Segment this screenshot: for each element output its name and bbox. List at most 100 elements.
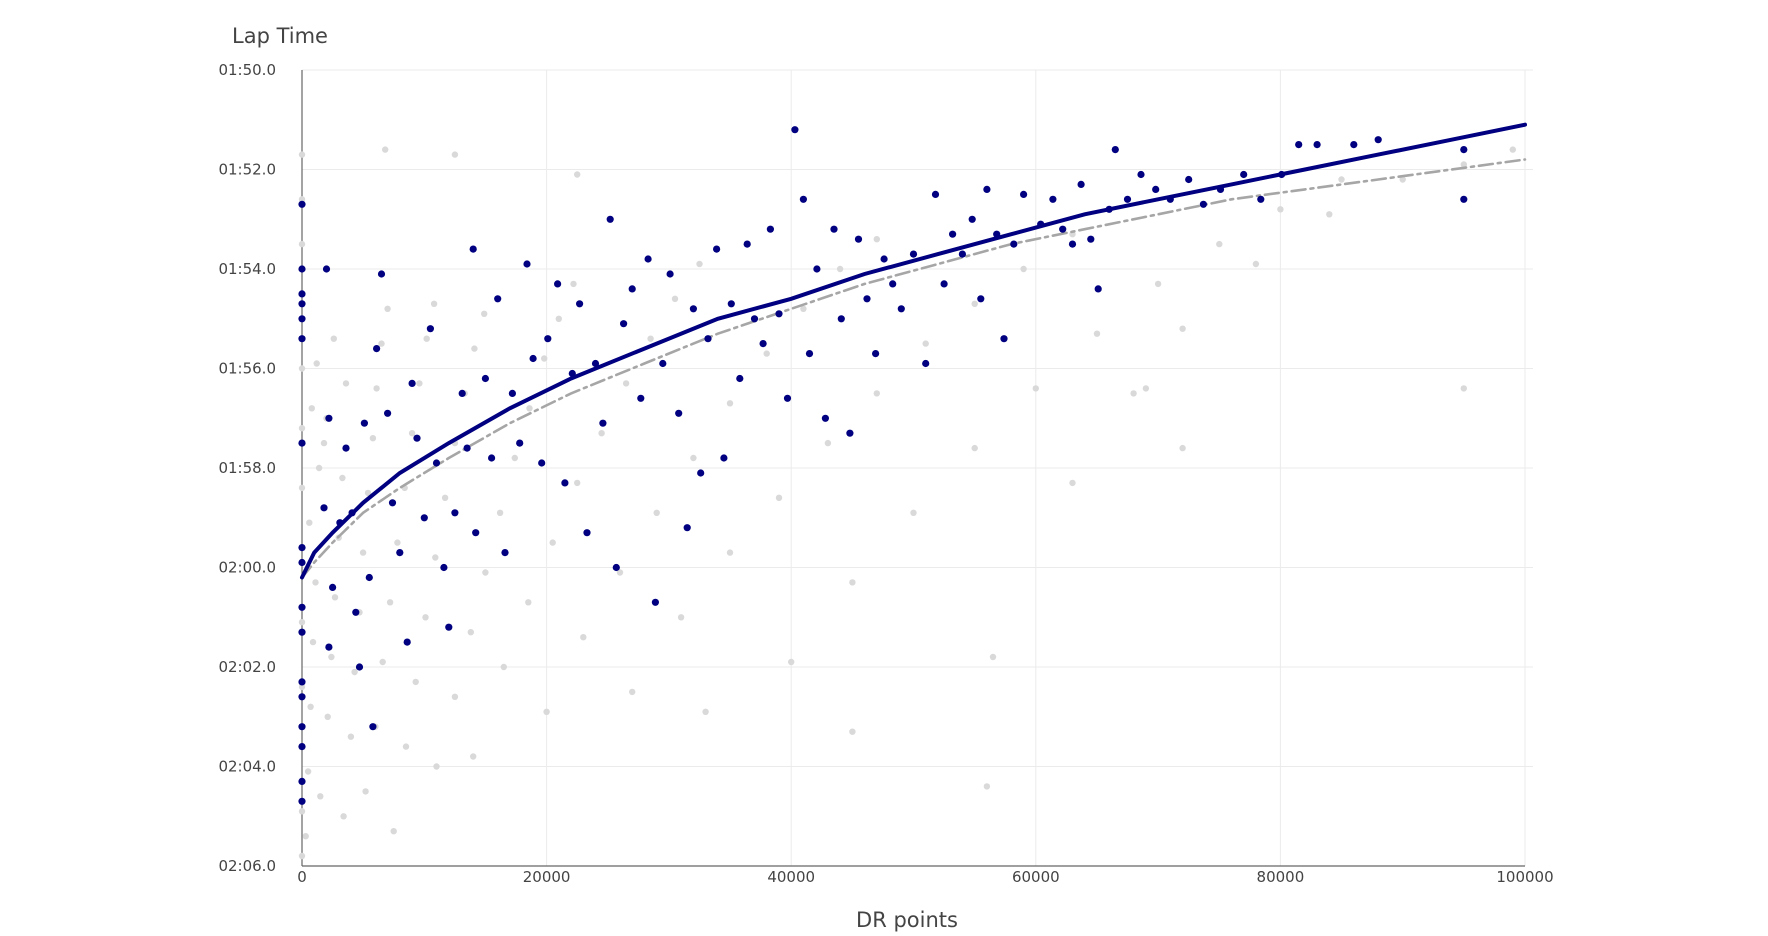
background-point (433, 763, 440, 770)
highlight-point (494, 295, 502, 303)
background-point (412, 678, 419, 686)
background-point (629, 688, 636, 696)
highlight-point (675, 409, 683, 417)
highlight-point (897, 305, 905, 313)
highlight-point (298, 603, 306, 611)
x-tick-label: 0 (297, 868, 307, 886)
y-tick-label: 02:00.0 (218, 559, 276, 577)
highlight-point (813, 265, 821, 273)
highlight-point (529, 354, 537, 363)
highlight-point (1152, 185, 1160, 193)
highlight-point (481, 374, 489, 383)
background-point (671, 295, 679, 302)
highlight-point (1278, 170, 1286, 179)
highlight-point (388, 499, 397, 507)
highlight-point (651, 598, 660, 606)
background-point (1020, 265, 1027, 273)
highlight-point (1037, 220, 1045, 228)
background-point (989, 653, 997, 661)
highlight-point (396, 549, 404, 557)
highlight-point (298, 743, 306, 751)
background-point (1338, 176, 1345, 183)
background-point (690, 454, 697, 462)
highlight-point (516, 439, 524, 447)
highlight-fit-line (300, 122, 1527, 580)
background-point (362, 788, 369, 795)
background-point (543, 708, 550, 715)
highlight-point (298, 300, 306, 308)
background-point (298, 683, 306, 691)
highlight-point (1199, 200, 1207, 208)
highlight-point (704, 335, 712, 343)
background-point (653, 509, 660, 516)
background-point (1399, 176, 1406, 183)
highlight-point (298, 544, 306, 552)
background-point (320, 439, 328, 447)
background-point (922, 340, 929, 347)
background-point (788, 658, 795, 666)
background-point (298, 196, 306, 203)
highlight-point (384, 409, 392, 417)
highlight-point (472, 529, 480, 537)
background-point (402, 743, 410, 750)
highlight-point (458, 389, 466, 397)
background-point (313, 360, 320, 367)
background-point (471, 345, 478, 352)
highlight-point (413, 434, 421, 442)
background-point (983, 783, 991, 790)
highlight-points (298, 126, 1468, 805)
highlight-point (1020, 190, 1028, 198)
highlight-point (837, 315, 845, 323)
highlight-point (432, 459, 441, 467)
highlight-point (1216, 185, 1225, 193)
background-point (836, 265, 844, 273)
highlight-point (644, 255, 652, 263)
background-point (408, 430, 416, 437)
highlight-point (377, 270, 386, 278)
highlight-point (583, 529, 591, 537)
x-tick-label: 60000 (1012, 868, 1060, 886)
background-point (1460, 385, 1468, 392)
background-point (580, 634, 587, 641)
background-point (394, 539, 401, 546)
highlight-point (606, 215, 614, 223)
highlight-point (713, 245, 721, 253)
background-point (298, 425, 306, 432)
highlight-point (743, 240, 751, 248)
background-point (763, 350, 770, 357)
highlight-point (1068, 240, 1077, 248)
highlight-point (365, 573, 373, 582)
highlight-point (637, 394, 645, 402)
y-axis-title: Lap Time (232, 24, 328, 48)
background-point (432, 554, 439, 561)
background-point (298, 240, 306, 248)
background-point (386, 599, 394, 606)
highlight-point (298, 315, 306, 323)
highlight-point (805, 350, 814, 358)
highlight-point (298, 628, 306, 636)
background-point (331, 594, 339, 601)
background-point (496, 509, 504, 516)
background-point (317, 793, 324, 800)
background-point (309, 638, 317, 646)
highlight-point (451, 509, 459, 517)
x-tick-label: 100000 (1496, 868, 1553, 886)
background-point (574, 479, 581, 487)
background-point (379, 658, 386, 666)
y-tick-label: 01:54.0 (218, 260, 276, 278)
background-point (775, 494, 783, 501)
highlight-point (298, 693, 306, 701)
background-point (525, 599, 532, 606)
grid-layer (302, 69, 1533, 866)
background-point (1069, 479, 1076, 487)
background-point (328, 653, 335, 661)
highlight-point (863, 295, 871, 303)
highlight-point (775, 310, 783, 318)
x-axis-title: DR points (856, 908, 958, 932)
background-point (423, 335, 430, 342)
background-point (312, 579, 319, 586)
highlight-point (958, 250, 967, 258)
highlight-point (298, 777, 306, 786)
